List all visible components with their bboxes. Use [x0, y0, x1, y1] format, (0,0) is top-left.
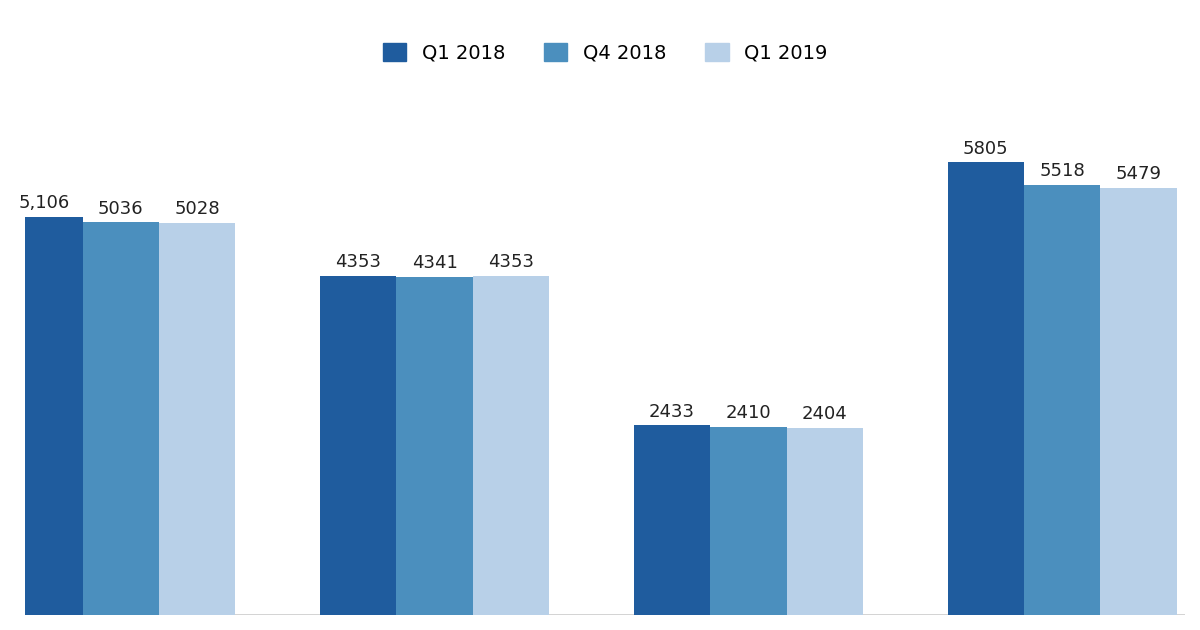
Text: 5036: 5036 [98, 200, 144, 218]
Text: 5028: 5028 [174, 200, 220, 219]
Bar [83, 222, 160, 615]
Bar [1024, 185, 1100, 615]
Text: 2404: 2404 [802, 405, 847, 423]
Text: 5518: 5518 [1039, 162, 1085, 180]
Bar [473, 276, 550, 615]
Bar [948, 163, 1024, 615]
Text: 4353: 4353 [488, 253, 534, 271]
Text: 2410: 2410 [726, 404, 772, 423]
Text: 4341: 4341 [412, 254, 457, 272]
Bar [6, 217, 83, 615]
Bar [396, 277, 473, 615]
Bar [710, 427, 787, 615]
Bar [634, 425, 710, 615]
Bar [320, 276, 396, 615]
Text: 2433: 2433 [649, 403, 695, 421]
Text: 5,106: 5,106 [19, 194, 70, 212]
Legend: Q1 2018, Q4 2018, Q1 2019: Q1 2018, Q4 2018, Q1 2019 [376, 35, 835, 71]
Text: 5805: 5805 [962, 140, 1009, 158]
Bar [787, 428, 863, 615]
Bar [160, 223, 235, 615]
Text: 5479: 5479 [1116, 165, 1162, 183]
Bar [1100, 188, 1177, 615]
Text: 4353: 4353 [335, 253, 382, 271]
